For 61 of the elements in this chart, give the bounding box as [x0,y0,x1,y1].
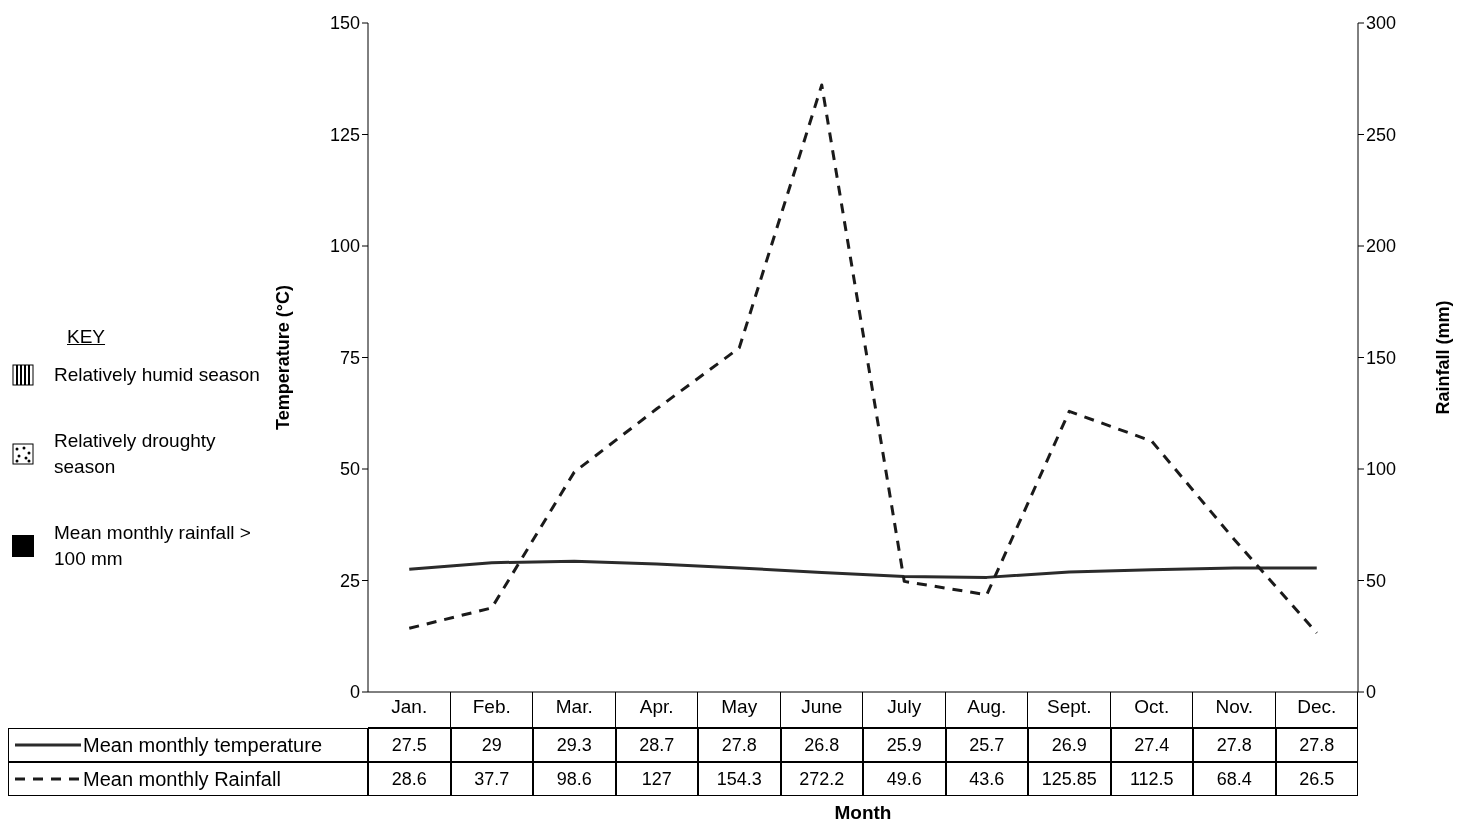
y-tick-label: 125 [329,124,360,145]
text: Relatively droughty season [54,429,217,479]
x-tick-label: May [721,696,758,718]
y-tick-label: 100 [329,236,360,257]
line-series [407,83,1319,635]
data-label: 29.3 [533,728,616,762]
data-label: 125.85 [1028,762,1111,796]
data-label: 272.2 [780,762,863,796]
data-label: 49.6 [863,762,946,796]
data-label: 26.8 [780,728,863,762]
text: KEY [67,326,106,347]
data-label: 26.5 [1275,762,1358,796]
data-label: 27.8 [1193,728,1276,762]
x-tick-label: Mar. [555,696,593,718]
data-label: 25.9 [863,728,946,762]
x-tick-label: Nov. [1215,696,1254,718]
y2-tick-label: 0 [1366,682,1377,703]
x-tick-label: Sept. [1047,696,1092,718]
data-label: 28.6 [368,762,451,796]
data-label: 68.4 [1193,762,1276,796]
y2-axis-title: Rainfall (mm) [1433,300,1454,415]
x-tick-label: Oct. [1134,696,1170,718]
data-label: 27.8 [698,728,781,762]
data-label: 154.3 [698,762,781,796]
y2-tick-label: 250 [1366,124,1397,145]
y2-tick-label: 50 [1366,570,1387,591]
x-tick-label: July [887,696,922,718]
data-label: 27.8 [1275,728,1358,762]
y-tick-label: 150 [329,13,360,34]
data-label: 29 [450,728,533,762]
y-tick-label: 0 [349,682,360,703]
data-label: 28.7 [615,728,698,762]
y-tick-label: 25 [339,570,360,591]
data-label: 127 [615,762,698,796]
text: Mean monthly rainfall > 100 mm [54,521,252,571]
data-label: 26.9 [1028,728,1111,762]
data-label: 25.7 [945,728,1028,762]
x-tick-label: Apr. [639,696,674,718]
legend-label: Mean monthly Rainfall [83,767,281,791]
data-label: 37.7 [450,762,533,796]
y2-tick-label: 150 [1366,347,1397,368]
y-axis-title: Temperature (°C) [273,285,294,430]
y2-tick-label: 200 [1366,236,1397,257]
data-label: 27.4 [1110,728,1193,762]
line-series [407,559,1319,579]
data-label: 43.6 [945,762,1028,796]
y2-tick-label: 100 [1366,459,1397,480]
x-tick-label: Aug. [967,696,1007,718]
x-tick-label: Dec. [1297,696,1337,718]
y-tick-label: 50 [339,459,360,480]
x-tick-label: June [801,696,843,718]
y-tick-label: 75 [339,347,360,368]
x-tick-label: Jan. [391,696,428,718]
x-axis-title: Month [833,802,893,823]
data-label: 112.5 [1110,762,1193,796]
legend-label: Mean monthly temperature [83,733,323,757]
x-tick-label: Feb. [472,696,511,718]
data-label: 27.5 [368,728,451,762]
data-label: 98.6 [533,762,616,796]
y2-tick-label: 300 [1366,13,1397,34]
text: Relatively humid season [54,363,261,387]
